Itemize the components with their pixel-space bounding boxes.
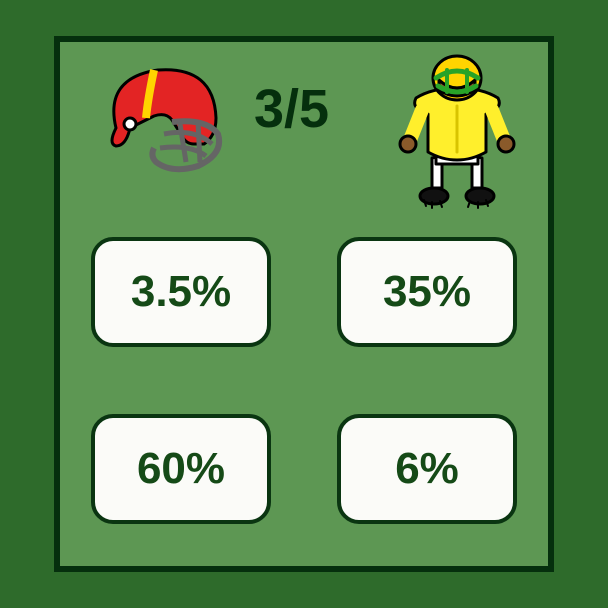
question-fraction: 3/5: [254, 78, 329, 140]
answer-option-1[interactable]: 3.5%: [91, 237, 271, 347]
answer-option-3[interactable]: 60%: [91, 414, 271, 524]
player-icon: [392, 48, 522, 218]
helmet-icon: [86, 58, 236, 178]
stage: 3/5 3.5% 35% 60% 6%: [0, 0, 608, 608]
answer-option-4[interactable]: 6%: [337, 414, 517, 524]
answer-option-2[interactable]: 35%: [337, 237, 517, 347]
answer-grid: 3.5% 35% 60% 6%: [88, 230, 520, 530]
